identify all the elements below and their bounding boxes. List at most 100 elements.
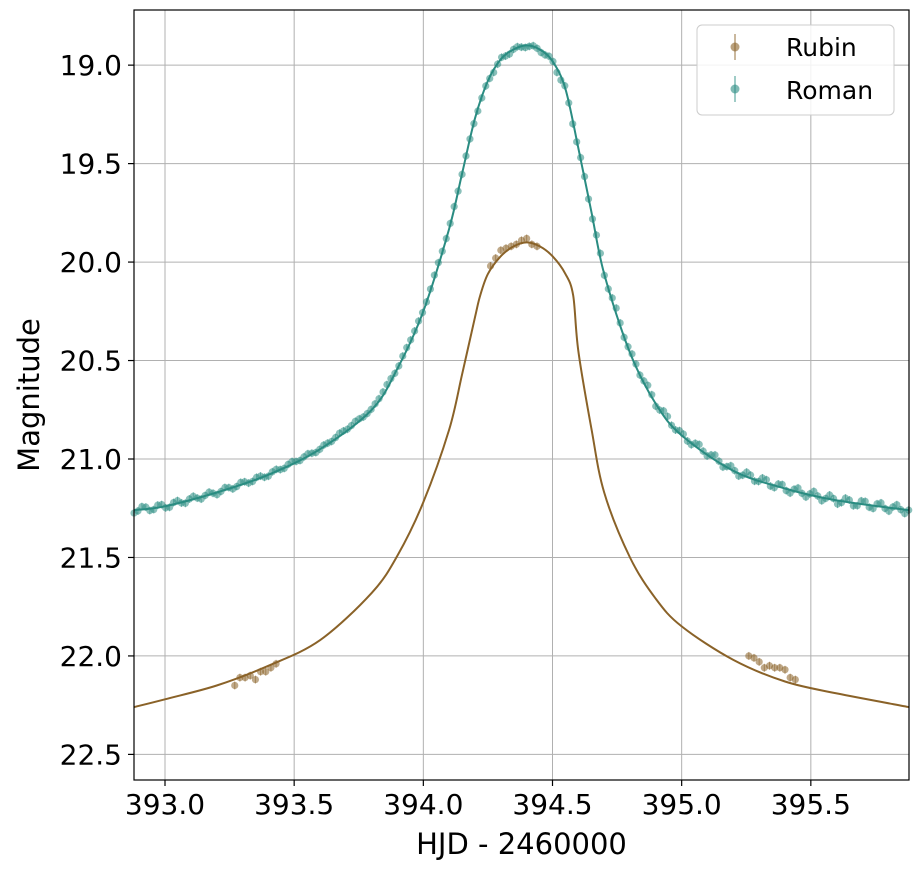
data-point-roman — [545, 52, 553, 60]
data-point-roman — [644, 381, 652, 389]
data-point-roman — [371, 400, 379, 408]
legend-box — [696, 24, 895, 116]
data-point-rubin — [256, 668, 265, 676]
x-tick-label: 394.0 — [383, 788, 463, 821]
y-tick-label: 20.5 — [60, 345, 122, 378]
data-point-roman — [470, 120, 478, 128]
data-point-roman — [663, 412, 672, 420]
data-point-roman — [379, 388, 387, 396]
x-axis-label: HJD - 2460000 — [416, 827, 627, 861]
data-point-roman — [596, 249, 604, 257]
data-point-rubin — [781, 666, 789, 674]
legend: Rubin Roman — [696, 24, 895, 116]
data-point-roman — [711, 451, 719, 459]
x-tick-label: 395.5 — [771, 788, 851, 821]
data-point-roman — [727, 462, 735, 470]
data-point-roman — [383, 380, 391, 389]
data-point-rubin — [267, 664, 275, 672]
data-point-roman — [561, 82, 569, 90]
data-point-roman — [403, 344, 411, 352]
data-point-roman — [375, 395, 383, 403]
y-tick-label: 21.0 — [60, 443, 122, 476]
data-point-roman — [715, 457, 723, 465]
data-point-roman — [893, 501, 901, 509]
data-point-roman — [557, 76, 565, 84]
data-point-roman — [446, 219, 454, 228]
data-point-roman — [600, 271, 608, 279]
data-point-roman — [588, 215, 597, 223]
data-point-roman — [778, 480, 786, 489]
data-point-roman — [861, 497, 869, 505]
x-tick-label: 393.0 — [125, 788, 205, 821]
data-point-roman — [746, 471, 755, 479]
legend-entry-roman: Roman — [730, 76, 873, 105]
data-point-roman — [395, 362, 403, 370]
data-point-rubin — [791, 675, 799, 684]
data-point-roman — [486, 74, 494, 83]
plot-frame — [133, 9, 910, 781]
legend-label-rubin: Rubin — [786, 33, 857, 62]
data-point-rubin — [236, 673, 244, 682]
data-point-roman — [648, 391, 656, 399]
legend-marker-roman — [730, 84, 740, 94]
data-point-rubin — [272, 660, 280, 668]
legend-marker-rubin — [730, 42, 740, 52]
data-point-roman — [458, 170, 466, 178]
data-points — [130, 41, 913, 690]
data-point-roman — [877, 499, 885, 507]
x-tick-label: 393.5 — [254, 788, 334, 821]
data-point-roman — [577, 153, 585, 162]
data-point-roman — [165, 503, 174, 511]
data-point-roman — [845, 496, 854, 504]
data-point-roman — [869, 504, 877, 513]
data-point-roman — [474, 107, 482, 115]
data-point-roman — [569, 120, 577, 128]
data-point-roman — [616, 319, 624, 327]
data-point-rubin — [246, 672, 254, 680]
data-point-rubin — [512, 240, 520, 248]
data-point-roman — [490, 68, 498, 77]
data-point-roman — [731, 467, 739, 475]
data-point-roman — [505, 50, 514, 58]
x-tick-label: 395.0 — [642, 788, 722, 821]
x-tick-label: 394.5 — [512, 788, 592, 821]
data-point-roman — [573, 138, 581, 146]
data-point-roman — [454, 187, 462, 195]
data-point-roman — [553, 68, 561, 77]
data-point-roman — [612, 304, 620, 312]
data-point-rubin — [492, 254, 500, 262]
data-point-rubin — [771, 664, 779, 672]
data-point-rubin — [523, 234, 531, 243]
data-point-roman — [667, 421, 676, 429]
data-point-roman — [699, 447, 707, 455]
data-point-roman — [462, 152, 470, 160]
data-point-roman — [660, 407, 668, 415]
data-point-rubin — [755, 658, 763, 666]
data-point-roman — [695, 440, 703, 449]
data-point-roman — [438, 247, 446, 255]
data-point-roman — [592, 231, 601, 239]
data-point-rubin — [533, 242, 541, 250]
y-tick-label: 22.0 — [60, 640, 122, 673]
y-tick-label: 19.5 — [60, 148, 122, 181]
y-axis-label: Magnitude — [12, 318, 46, 472]
data-point-roman — [628, 350, 636, 358]
y-tick-label: 19.0 — [60, 49, 122, 82]
data-point-roman — [450, 203, 458, 211]
data-point-roman — [442, 234, 450, 243]
data-point-roman — [367, 405, 375, 413]
data-point-roman — [636, 371, 644, 379]
data-point-roman — [608, 294, 616, 302]
data-point-roman — [549, 57, 557, 66]
data-point-roman — [422, 298, 431, 306]
axis-ticks: 393.0 393.5 394.0 394.5 395.0 395.5 19.0 19.5 20… — [60, 49, 851, 821]
data-point-rubin — [750, 654, 758, 662]
data-point-roman — [391, 369, 399, 377]
data-point-roman — [482, 82, 490, 90]
data-point-roman — [478, 94, 486, 102]
data-point-roman — [387, 374, 395, 383]
data-layer — [130, 41, 913, 709]
y-tick-label: 21.5 — [60, 541, 122, 574]
